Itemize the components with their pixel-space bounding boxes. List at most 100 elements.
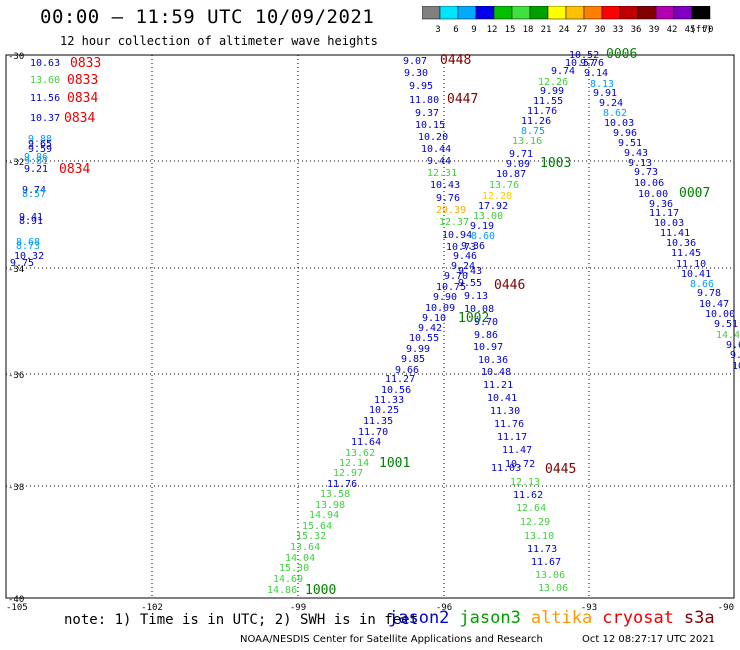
wave-height-value: 13.98 bbox=[315, 500, 345, 511]
wave-height-value: 9.51 bbox=[618, 138, 642, 149]
wave-height-value: 9.73 bbox=[634, 167, 658, 178]
wave-height-value: 11.27 bbox=[385, 374, 415, 385]
wave-height-value: 14.94 bbox=[309, 510, 339, 521]
wave-height-colorbar: 3 6 9 12 15 18 21 24 27 30 33 36 39 42 45 70(ft) bbox=[422, 6, 713, 35]
wave-height-value: 9.55 bbox=[458, 278, 482, 289]
wave-height-value: 10.08 bbox=[464, 304, 494, 315]
colorbar-tick-label: 45 bbox=[685, 25, 696, 35]
longitude-label: -90 bbox=[718, 603, 734, 613]
latitude-label: -36 bbox=[8, 371, 24, 381]
wave-height-value: 13.76 bbox=[489, 180, 519, 191]
wave-height-value: 12.64 bbox=[516, 503, 546, 514]
wave-height-value: 9.51 bbox=[714, 319, 738, 330]
colorbar-tick-label: 18 bbox=[523, 25, 534, 35]
wave-height-value: 13.16 bbox=[512, 136, 542, 147]
wave-height-value: 10.75 bbox=[436, 282, 466, 293]
longitude-label: -96 bbox=[436, 603, 452, 613]
wave-height-value: 14.69 bbox=[273, 574, 303, 585]
wave-height-value: 9.76 bbox=[436, 193, 460, 204]
wave-height-value: 9.71 bbox=[509, 149, 533, 160]
wave-height-value: 10.97 bbox=[473, 342, 503, 353]
wave-height-value: 9.76 bbox=[580, 58, 604, 69]
wave-height-value: 9.65 bbox=[28, 139, 52, 150]
colorbar-tick-label: 36 bbox=[631, 25, 642, 35]
wave-height-value: 10.09 bbox=[425, 303, 455, 314]
wave-height-value: 9.95 bbox=[409, 81, 433, 92]
latitude-label: -34 bbox=[8, 265, 24, 275]
pass-time-label: 0007 bbox=[679, 186, 710, 201]
wave-height-value: 9.46 bbox=[453, 251, 477, 262]
pass-time-label: 0006 bbox=[606, 47, 637, 62]
wave-height-value: 11.35 bbox=[363, 416, 393, 427]
wave-height-value: 8.13 bbox=[590, 79, 614, 90]
wave-height-value: 11.47 bbox=[502, 445, 532, 456]
wave-height-value: 9.90 bbox=[433, 292, 457, 303]
pass-time-label: 0834 bbox=[59, 162, 90, 177]
colorbar-tick-label: 3 bbox=[435, 25, 440, 35]
wave-height-value: 11.80 bbox=[409, 95, 439, 106]
wave-height-value: 11.62 bbox=[513, 490, 543, 501]
pass-time-label: 1003 bbox=[540, 156, 571, 171]
wave-height-value: 11.76 bbox=[327, 479, 357, 490]
wave-height-value: 12.28 bbox=[482, 191, 512, 202]
wave-height-value: 11.45 bbox=[671, 248, 701, 259]
wave-height-value: 9.43 bbox=[624, 148, 648, 159]
longitude-label: -99 bbox=[290, 603, 306, 613]
wave-height-value: 11.17 bbox=[649, 208, 679, 219]
wave-height-value: 12.14 bbox=[339, 458, 369, 469]
map-frame bbox=[5, 54, 735, 599]
wave-height-value: 13.62 bbox=[345, 448, 375, 459]
wave-height-value: 11.21 bbox=[483, 380, 513, 391]
wave-height-value: 11.70 bbox=[358, 427, 388, 438]
latitude-label: -32 bbox=[8, 158, 24, 168]
wave-height-value: 13.64 bbox=[290, 542, 320, 553]
wave-height-value: 9.70 bbox=[474, 317, 498, 328]
wave-height-value: 8.62 bbox=[603, 108, 627, 119]
wave-height-value: 10.94 bbox=[442, 230, 472, 241]
latitude-label: -38 bbox=[8, 483, 24, 493]
map-grid bbox=[6, 55, 734, 598]
wave-height-value: 10.63 bbox=[30, 58, 60, 69]
wave-height-value: 10.00 bbox=[705, 309, 735, 320]
wave-height-value: 9.30 bbox=[404, 68, 428, 79]
wave-height-value: 10.57 bbox=[565, 58, 595, 69]
wave-height-value: 9.66 bbox=[395, 365, 419, 376]
wave-height-value: 9.6 bbox=[726, 340, 740, 351]
wave-height-value: 9.4 bbox=[730, 350, 740, 361]
colorbar-unit: (ft) bbox=[690, 25, 712, 35]
wave-height-value: 9.88 bbox=[28, 134, 52, 145]
colorbar-tick-label: 33 bbox=[613, 25, 624, 35]
legend-entry-altika: altika bbox=[530, 608, 593, 628]
wave-height-value: 9.91 bbox=[593, 88, 617, 99]
colorbar-tick-label: 9 bbox=[471, 25, 476, 35]
wave-height-value: 8.66 bbox=[690, 279, 714, 290]
wave-height-value: 9.13 bbox=[464, 291, 488, 302]
satellite-legend: jason2 jason3 altika cryosat s3a bbox=[388, 608, 725, 628]
wave-height-value: 9.74 bbox=[22, 185, 46, 196]
wave-height-value: 9.44 bbox=[427, 156, 451, 167]
colorbar-swatch bbox=[691, 6, 711, 20]
wave-height-value: 8.68 bbox=[16, 237, 40, 248]
wave-height-value: 9.86 bbox=[24, 152, 48, 163]
wave-height-value: 9.36 bbox=[649, 199, 673, 210]
wave-height-value: 13.10 bbox=[524, 531, 554, 542]
wave-height-value: 10.56 bbox=[381, 385, 411, 396]
wave-height-value: 9.43 bbox=[458, 266, 482, 277]
wave-height-value: 11.41 bbox=[660, 228, 690, 239]
wave-height-value: 9.36 bbox=[461, 241, 485, 252]
wave-height-value: 11.64 bbox=[351, 437, 381, 448]
wave-height-value: 10.72 bbox=[505, 459, 535, 470]
pass-time-label: 0445 bbox=[545, 462, 576, 477]
wave-height-value: 15.64 bbox=[302, 521, 332, 532]
wave-height-value: 14.04 bbox=[285, 553, 315, 564]
wave-height-value: 10.20 bbox=[418, 132, 448, 143]
wave-height-value: 10.03 bbox=[604, 118, 634, 129]
wave-height-value: 15.30 bbox=[279, 563, 309, 574]
axis-labels: -30 -32 -34 -36 -38 -40-105 -102 -99 -96 -93 -90 bbox=[6, 52, 734, 613]
wave-height-value: 10.44 bbox=[421, 144, 451, 155]
wave-height-value: 9.37 bbox=[415, 108, 439, 119]
wave-height-value: 9.21 bbox=[24, 164, 48, 175]
wave-height-value: 9.09 bbox=[506, 159, 530, 170]
wave-height-value: 12.29 bbox=[520, 517, 550, 528]
